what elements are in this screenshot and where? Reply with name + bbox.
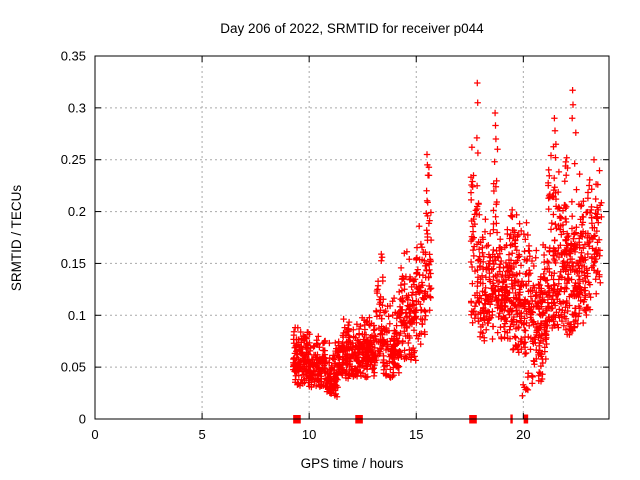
- x-tick-label: 10: [302, 427, 316, 442]
- x-tick-label: 0: [91, 427, 98, 442]
- tick-labels: 0 5 10 15 20 0 0.05 0.1 0.15 0.2 0.25 0.3 0.35: [61, 49, 531, 443]
- y-tick-label: 0.15: [61, 256, 86, 271]
- y-tick-label: 0.35: [61, 49, 86, 64]
- x-tick-label: 15: [409, 427, 423, 442]
- axes: [94, 55, 610, 420]
- y-axis-label: SRMTID / TECUs: [9, 185, 24, 292]
- x-tick-label: 20: [516, 427, 530, 442]
- data-points: [290, 79, 605, 400]
- y-tick-label: 0.25: [61, 152, 86, 167]
- y-tick-label: 0.1: [68, 308, 86, 323]
- plot-border: [94, 55, 610, 420]
- x-tick-label: 5: [198, 427, 205, 442]
- y-tick-label: 0.2: [68, 204, 86, 219]
- y-tick-label: 0.05: [61, 360, 86, 375]
- chart-title: Day 206 of 2022, SRMTID for receiver p04…: [220, 21, 484, 36]
- grid: [95, 56, 609, 419]
- y-tick-label: 0: [79, 412, 86, 427]
- scatter-markers: [290, 79, 605, 400]
- x-axis-label: GPS time / hours: [301, 456, 404, 471]
- y-tick-label: 0.3: [68, 100, 86, 115]
